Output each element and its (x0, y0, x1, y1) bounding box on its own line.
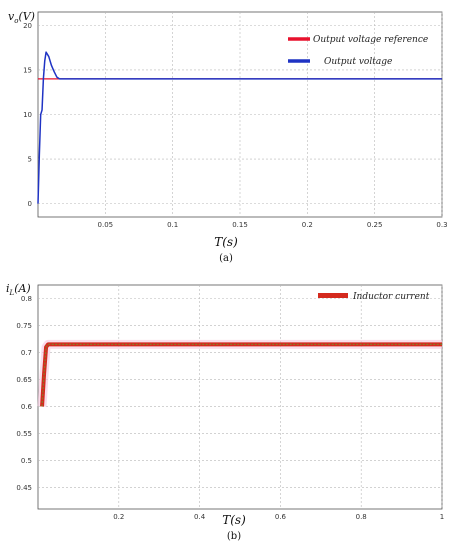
x-axis-label-b: T(s) (222, 513, 246, 527)
caption-b: (b) (227, 531, 241, 542)
y-tick-label: 0.8 (21, 295, 32, 303)
caption-a: (a) (219, 253, 233, 264)
series-line-output-voltage (37, 51, 442, 204)
y-tick-label: 0.55 (16, 430, 32, 438)
y-tick-label: 5 (28, 156, 32, 164)
series-group-b (37, 339, 442, 407)
y-tick-label: 20 (23, 22, 32, 30)
series-group-a (37, 51, 442, 204)
y-axis-label-b: iL(A) (6, 282, 31, 297)
y-axis-label-b-main: i (6, 282, 10, 295)
x-tick-label: 1 (440, 513, 444, 521)
x-tick-label: 0.05 (98, 221, 114, 229)
legend-label-output-voltage: Output voltage (324, 57, 392, 67)
y-axis-label-a-main: v (8, 10, 15, 23)
tick-labels-a: 0.05 0.1 0.15 0.2 0.25 0.3 0 5 10 15 20 (23, 22, 447, 229)
x-tick-label: 0.8 (356, 513, 367, 521)
y-axis-label-a: vo(V) (8, 10, 35, 25)
chart-panel-a: 0.05 0.1 0.15 0.2 0.25 0.3 0 5 10 15 20 Output vol… (8, 10, 448, 264)
legend-label-output-voltage-reference: Output voltage reference (313, 35, 428, 45)
y-tick-label: 0.45 (16, 484, 32, 492)
y-tick-label: 0.7 (21, 349, 32, 357)
x-tick-label: 0.2 (113, 513, 124, 521)
x-tick-label: 0.4 (194, 513, 206, 521)
y-axis-label-b-rest: (A) (14, 282, 31, 295)
y-axis-label-b-sub: L (9, 289, 15, 297)
plot-area-b (37, 284, 443, 510)
legend-label-inductor-current: Inductor current (352, 292, 430, 302)
y-tick-label: 0 (28, 200, 32, 208)
legend-swatch-inductor-current (318, 293, 348, 298)
x-tick-label: 0.15 (232, 221, 248, 229)
y-tick-label: 0.6 (21, 403, 33, 411)
x-axis-label-a: T(s) (214, 235, 238, 249)
y-axis-label-a-sub: o (14, 17, 18, 25)
series-texture-inductor-current (41, 343, 442, 407)
x-tick-label: 0.25 (367, 221, 383, 229)
tick-labels-b: 0.2 0.4 0.6 0.8 1 0.45 0.5 0.55 0.6 0.65 0.7 0.75 0.… (16, 295, 444, 521)
x-tick-label: 0.6 (275, 513, 287, 521)
x-tick-label: 0.2 (302, 221, 313, 229)
legend-a: Output voltage reference Output voltage (288, 35, 428, 67)
chart-panel-b: 0.2 0.4 0.6 0.8 1 0.45 0.5 0.55 0.6 0.65 0.7 0.75 0.… (6, 282, 444, 542)
y-tick-label: 0.5 (21, 457, 32, 465)
y-tick-label: 15 (23, 66, 32, 74)
legend-b: Inductor current (318, 292, 430, 302)
y-tick-label: 0.75 (16, 322, 32, 330)
y-tick-label: 10 (23, 111, 32, 119)
x-tick-label: 0.3 (436, 221, 447, 229)
grid-a (38, 12, 443, 217)
y-tick-label: 0.65 (16, 376, 32, 384)
y-axis-label-a-rest: (V) (18, 10, 35, 23)
grid-b (38, 285, 443, 509)
x-tick-label: 0.1 (167, 221, 178, 229)
